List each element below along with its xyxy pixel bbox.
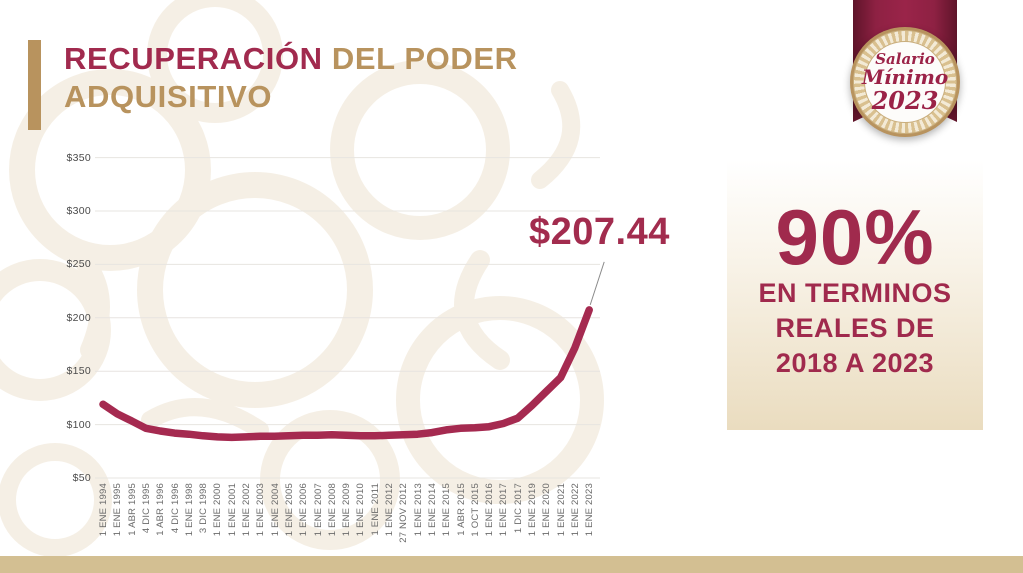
x-axis-tick-label: 4 DIC 1995 bbox=[140, 483, 152, 534]
x-axis-tick-label: 1 ENE 2023 bbox=[584, 483, 596, 537]
x-axis-tick-label: 1 ENE 2015 bbox=[441, 483, 453, 537]
callout-percentage: 90% bbox=[775, 193, 935, 281]
y-axis-tick-label: $300 bbox=[66, 205, 91, 217]
x-axis-tick-label: 1 ENE 2000 bbox=[212, 483, 224, 537]
x-axis-tick-label: 1 ENE 2008 bbox=[326, 483, 338, 537]
x-axis-tick-label: 1 DIC 2017 bbox=[512, 483, 524, 534]
data-line bbox=[99, 306, 593, 442]
x-axis-tick-label: 1 ENE 2014 bbox=[426, 483, 438, 537]
y-axis-tick-label: $100 bbox=[66, 418, 91, 431]
x-axis-tick-label: 1 ENE 2011 bbox=[369, 483, 381, 536]
page-title: RECUPERACIÓN DEL PODER ADQUISITIVO bbox=[64, 40, 518, 116]
callout-text-line2: REALES DE bbox=[775, 313, 935, 343]
annotation-leader-line bbox=[589, 261, 605, 306]
x-axis-tick-label: 1 ENE 2013 bbox=[412, 483, 424, 537]
title-accent-bar bbox=[28, 40, 41, 130]
x-axis-tick-label: 1 ENE 2020 bbox=[541, 483, 553, 537]
x-axis-tick-label: 1 ENE 2006 bbox=[298, 483, 310, 537]
value-annotation: $207.44 bbox=[529, 211, 670, 253]
x-axis-tick-label: 1 ENE 2004 bbox=[269, 483, 281, 537]
medallion-line1: Salario bbox=[875, 50, 935, 68]
y-axis-tick-label: $200 bbox=[66, 311, 91, 324]
x-axis-tick-label: 4 DIC 1996 bbox=[169, 483, 181, 534]
medallion-label: Salario Mínimo 2023 bbox=[861, 41, 949, 123]
x-axis-tick-label: 1 ENE 2010 bbox=[355, 483, 367, 537]
x-axis-tick-label: 27 NOV 2012 bbox=[398, 483, 410, 543]
x-axis-tick-label: 1 ENE 2019 bbox=[527, 483, 538, 537]
callout-text-line1: EN TERMINOS bbox=[758, 278, 952, 308]
medallion-line2: Mínimo bbox=[861, 65, 949, 89]
y-axis-tick-label: $150 bbox=[66, 365, 91, 378]
x-axis-tick-label: 1 ENE 2007 bbox=[312, 483, 324, 537]
y-axis-tick-label: $350 bbox=[66, 151, 91, 164]
x-axis-tick-label: 1 ENE 2009 bbox=[341, 483, 353, 537]
x-axis-tick-label: 1 ENE 2002 bbox=[241, 483, 252, 537]
callout-text-line3: 2018 A 2023 bbox=[775, 348, 935, 378]
title-accent-text: RECUPERACIÓN bbox=[64, 41, 323, 76]
line-chart: $350 $300 $250 $200 $150 $100 $50 1 ENE 1994 1 … bbox=[55, 150, 615, 570]
salario-minimo-badge: Salario Mínimo 2023 bbox=[845, 0, 975, 145]
x-axis-tick-label: 1 ABR 1996 bbox=[155, 483, 167, 536]
x-axis-tick-label: 1 ENE 2005 bbox=[283, 483, 295, 537]
medallion-line3: 2023 bbox=[871, 86, 939, 115]
title-gold-text: DEL PODER bbox=[322, 41, 518, 76]
callout-box: 90% EN TERMINOS REALES DE 2018 A 2023 bbox=[727, 160, 983, 430]
y-axis-tick-label: $50 bbox=[72, 472, 91, 484]
x-axis-tick-label: 1 ENE 2016 bbox=[484, 483, 496, 537]
x-axis-tick-label: 1 ENE 1995 bbox=[112, 483, 124, 537]
x-axis-tick-label: 1 ENE 2021 bbox=[555, 483, 567, 537]
x-axis-tick-label: 1 ENE 2017 bbox=[498, 483, 510, 537]
x-axis-tick-label: 1 ABR 1995 bbox=[126, 483, 138, 536]
bottom-bar bbox=[0, 556, 1023, 573]
x-axis-tick-label: 1 ENE 2003 bbox=[255, 483, 267, 537]
x-axis-tick-label: 1 ENE 2012 bbox=[384, 483, 395, 537]
y-axis-tick-label: $250 bbox=[66, 258, 91, 271]
x-axis-tick-label: 1 ENE 1998 bbox=[183, 483, 195, 537]
x-axis-tick-label: 3 DIC 1998 bbox=[198, 483, 210, 534]
x-axis-tick-label: 1 ENE 1994 bbox=[98, 483, 109, 537]
line-chart-canvas bbox=[95, 157, 605, 479]
x-axis-tick-label: 1 ENE 2022 bbox=[569, 483, 581, 537]
x-axis-tick-label: 1 OCT 2015 bbox=[469, 483, 481, 537]
title-line2: ADQUISITIVO bbox=[64, 79, 273, 114]
medallion: Salario Mínimo 2023 bbox=[850, 27, 960, 137]
title-line1: RECUPERACIÓN DEL PODER bbox=[64, 40, 518, 78]
x-axis-tick-label: 1 ENE 2001 bbox=[226, 483, 238, 537]
x-axis-tick-label: 1 ABR 2015 bbox=[455, 483, 467, 536]
